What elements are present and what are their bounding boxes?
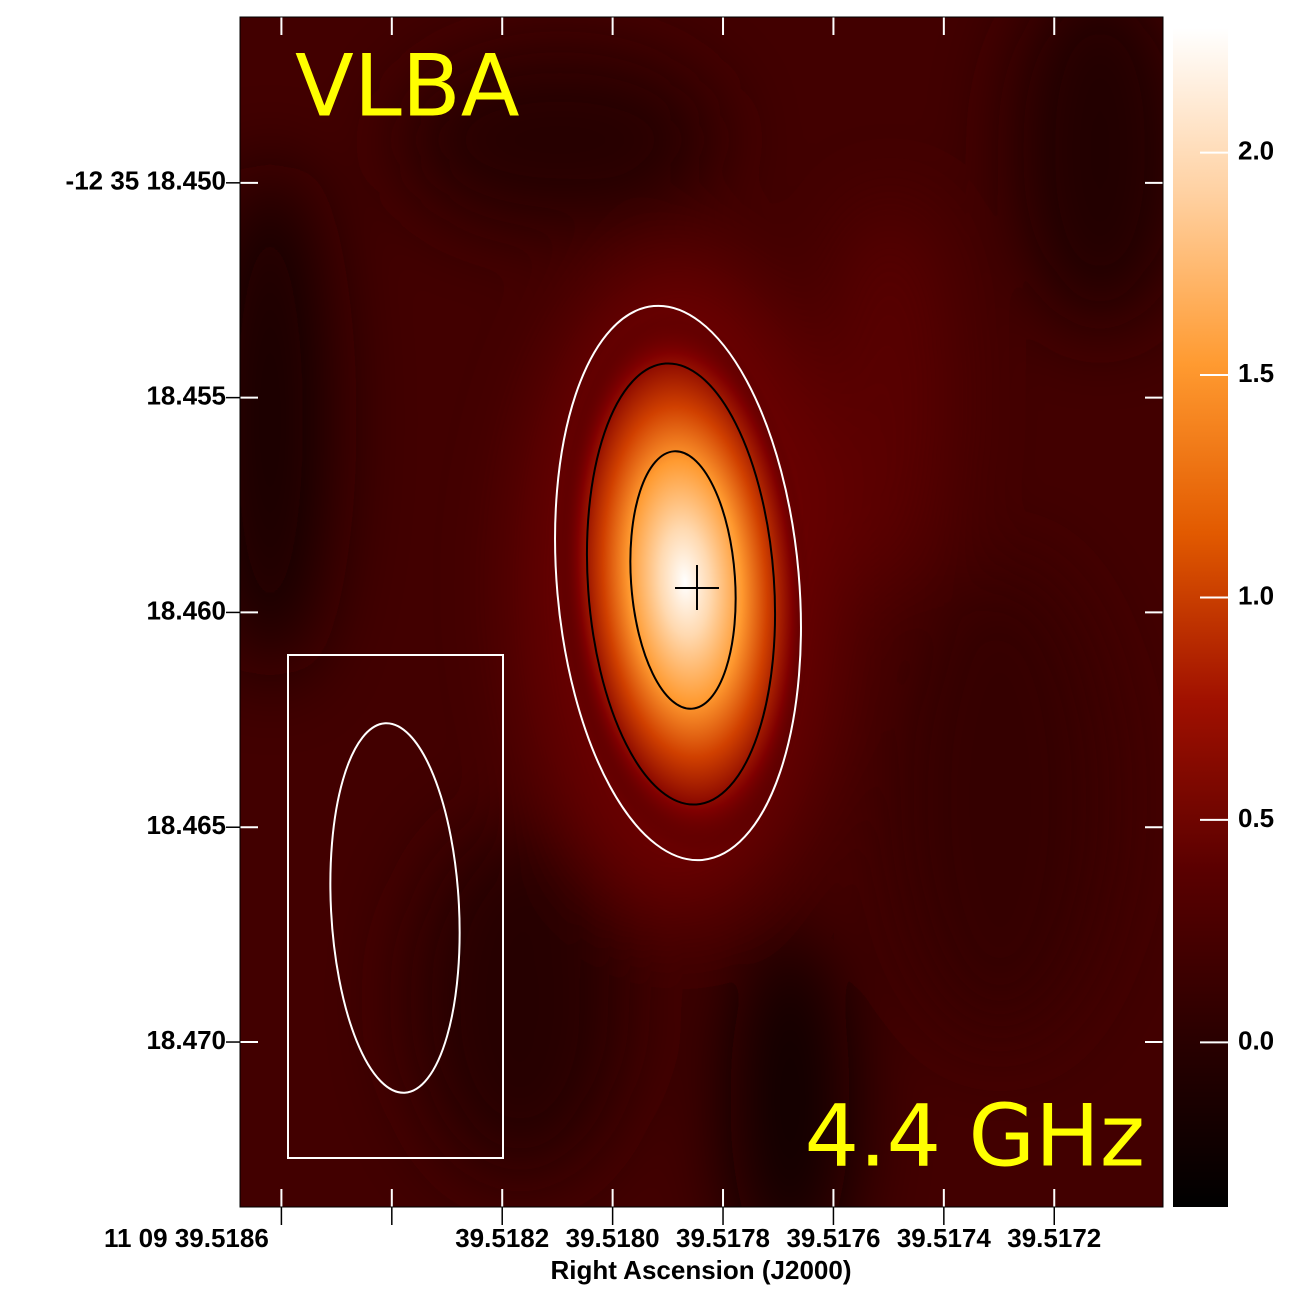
- colorbar-tick-label: 1.0: [1238, 580, 1274, 610]
- colorbar-tick-label: 0.5: [1238, 803, 1274, 833]
- x-tick-label: 39.5180: [566, 1223, 660, 1253]
- x-tick-label: 39.5172: [1007, 1223, 1101, 1253]
- map-image: [240, 17, 1163, 1207]
- x-tick-label: 39.5174: [897, 1223, 992, 1253]
- x-tick-label: 39.5178: [676, 1223, 770, 1253]
- colorbar: [1173, 28, 1228, 1207]
- beam-box: [287, 654, 504, 1159]
- annotation: 4.4 GHz: [804, 1086, 1145, 1186]
- colorbar-tick-label: 0.0: [1238, 1025, 1274, 1055]
- colorbar-tick-label: 1.5: [1238, 358, 1274, 388]
- beam: [329, 722, 461, 1094]
- colorbar-tick-label: 2.0: [1238, 135, 1274, 165]
- x-tick-label: 39.5176: [786, 1223, 880, 1253]
- y-tick-label: 18.465: [146, 810, 226, 840]
- contour: [585, 362, 777, 806]
- annotation: VLBA: [295, 36, 520, 136]
- contour: [629, 450, 737, 710]
- y-tick-label: -12 35 18.450: [66, 166, 226, 196]
- y-tick-label: 18.470: [146, 1025, 226, 1055]
- y-tick-label: 18.460: [146, 595, 226, 625]
- y-tick-label: 18.455: [146, 381, 226, 411]
- contour: [554, 304, 802, 862]
- x-tick-label: 11 09 39.5186: [104, 1223, 269, 1253]
- x-tick-label: 39.5182: [455, 1223, 549, 1253]
- x-axis-label: Right Ascension (J2000): [550, 1255, 851, 1285]
- plot-frame: [239, 16, 1164, 1208]
